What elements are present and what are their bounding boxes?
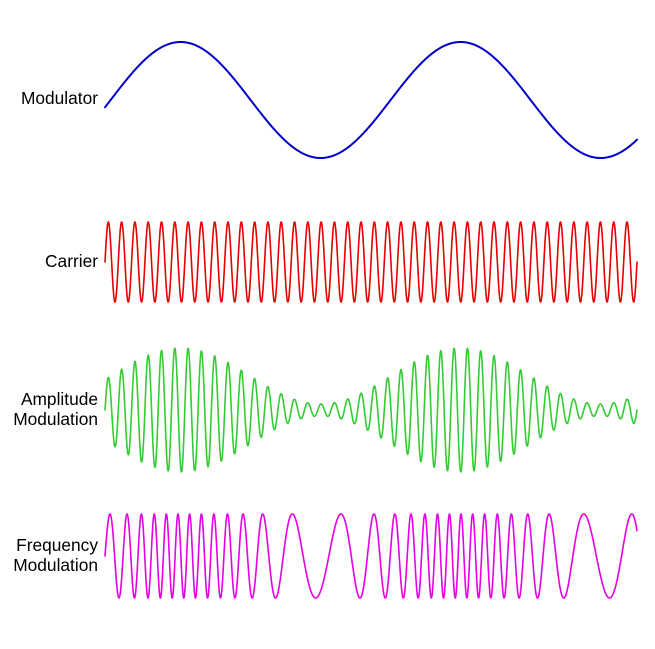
label-frequency-modulation: Frequency Modulation [13,536,98,576]
wave-modulator [105,30,637,170]
label-modulator: Modulator [21,89,98,109]
label-amplitude-modulation: Amplitude Modulation [13,390,98,430]
wave-frequency-modulation [105,501,637,611]
label-carrier: Carrier [45,252,98,272]
wave-amplitude-modulation [105,335,637,485]
wave-carrier [105,207,637,317]
